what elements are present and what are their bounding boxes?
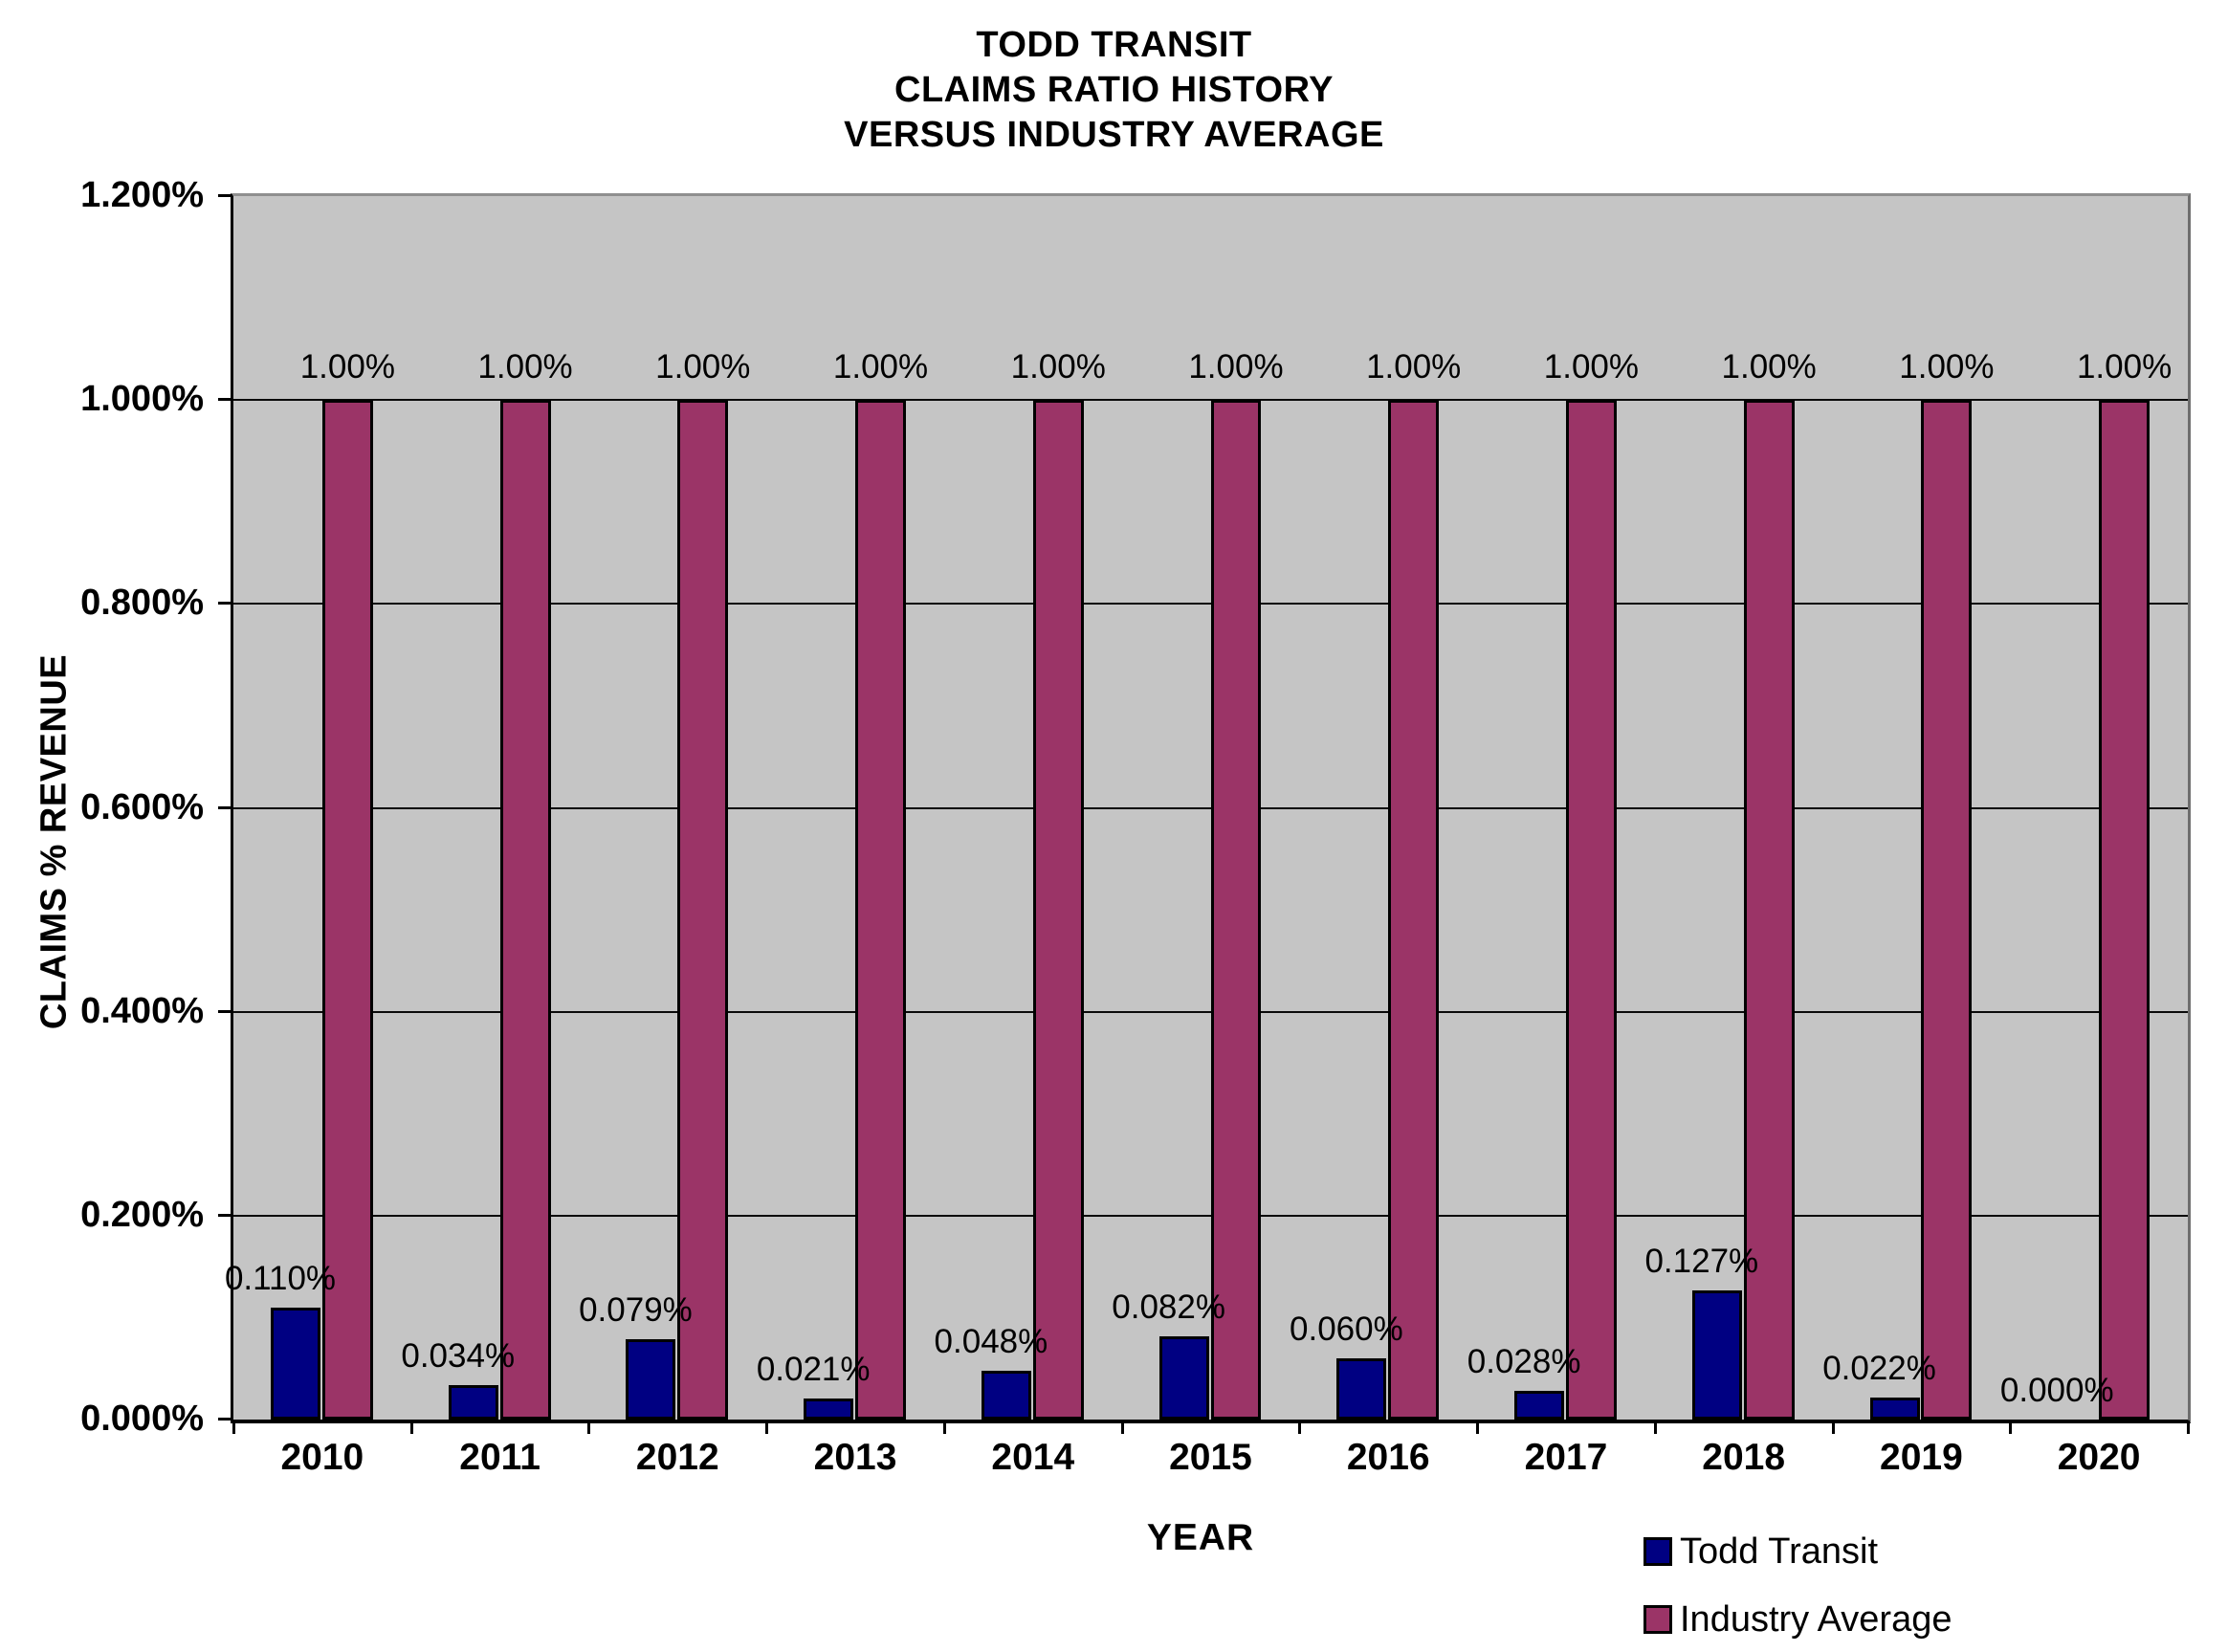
year-label: 2015 bbox=[1169, 1437, 1252, 1478]
y-axis-tick-label: 0.600% bbox=[80, 786, 204, 827]
y-axis-title: CLAIMS % REVENUE bbox=[33, 653, 75, 1030]
x-axis-tick bbox=[232, 1421, 235, 1434]
legend-swatch-todd-transit-icon bbox=[1643, 1537, 1672, 1566]
value-label-todd-transit: 0.082% bbox=[1112, 1288, 1225, 1326]
x-axis-tick bbox=[765, 1421, 769, 1434]
value-label-todd-transit: 0.021% bbox=[756, 1350, 871, 1388]
plot-area: 0.110% 1.00% 0.034% 1.00% 0.079% 1.00% 0.021% 1… bbox=[225, 193, 2191, 1423]
value-label-industry-average: 1.00% bbox=[1543, 348, 1640, 386]
bar-industry-average bbox=[2099, 400, 2151, 1420]
value-label-industry-average: 1.00% bbox=[1366, 348, 1462, 386]
x-axis-tick bbox=[1298, 1421, 1302, 1434]
y-axis-tick-label: 1.000% bbox=[80, 379, 204, 420]
y-axis-tick bbox=[218, 194, 232, 197]
value-label-industry-average: 1.00% bbox=[2076, 348, 2173, 386]
value-label-todd-transit: 0.060% bbox=[1290, 1311, 1403, 1349]
y-axis-tick bbox=[218, 1009, 232, 1013]
value-label-industry-average: 1.00% bbox=[299, 348, 395, 386]
y-axis-tick-label: 1.200% bbox=[80, 175, 204, 215]
x-axis-tick bbox=[1653, 1421, 1657, 1434]
y-axis-tick bbox=[218, 1418, 232, 1421]
x-axis-tick bbox=[409, 1421, 413, 1434]
y-axis-tick-label: 0.200% bbox=[80, 1194, 204, 1235]
x-axis-tick bbox=[587, 1421, 591, 1434]
year-label: 2018 bbox=[1702, 1437, 1786, 1478]
bar-todd-transit bbox=[626, 1338, 676, 1420]
value-label-todd-transit: 0.110% bbox=[224, 1259, 337, 1297]
bar-industry-average bbox=[677, 400, 729, 1420]
value-label-todd-transit: 0.000% bbox=[1999, 1372, 2114, 1409]
value-label-todd-transit: 0.079% bbox=[579, 1290, 693, 1329]
bar-todd-transit bbox=[1336, 1358, 1387, 1420]
value-label-todd-transit: 0.028% bbox=[1467, 1343, 1581, 1381]
chart-title-line-1: TODD TRANSIT bbox=[976, 25, 1252, 65]
bar-todd-transit bbox=[1869, 1397, 1920, 1420]
year-label: 2014 bbox=[991, 1437, 1075, 1478]
x-axis-tick bbox=[2009, 1421, 2013, 1434]
year-label: 2013 bbox=[813, 1437, 897, 1478]
year-label: 2010 bbox=[280, 1437, 364, 1478]
value-label-todd-transit: 0.022% bbox=[1822, 1349, 1936, 1387]
value-label-todd-transit: 0.034% bbox=[401, 1336, 516, 1375]
value-label-industry-average: 1.00% bbox=[1188, 348, 1284, 386]
bar-todd-transit bbox=[981, 1370, 1031, 1420]
x-axis-tick bbox=[942, 1421, 946, 1434]
legend-label-industry-average: Industry Average bbox=[1680, 1598, 1952, 1640]
bar-industry-average bbox=[1743, 400, 1795, 1420]
bar-industry-average bbox=[321, 400, 373, 1420]
bar-industry-average bbox=[1921, 400, 1973, 1420]
year-label: 2019 bbox=[1880, 1437, 1963, 1478]
y-axis-tick bbox=[218, 602, 232, 606]
x-axis-tick bbox=[1120, 1421, 1124, 1434]
legend-swatch-industry-average-icon bbox=[1643, 1605, 1672, 1634]
year-label: 2011 bbox=[459, 1437, 540, 1478]
legend-item-todd-transit: Todd Transit bbox=[1643, 1531, 1952, 1573]
x-axis-tick bbox=[2187, 1421, 2190, 1434]
value-label-industry-average: 1.00% bbox=[655, 348, 751, 386]
bar-industry-average bbox=[1032, 400, 1084, 1420]
year-label: 2017 bbox=[1524, 1437, 1608, 1478]
x-axis-tick bbox=[1476, 1421, 1480, 1434]
y-axis-tick bbox=[218, 805, 232, 809]
chart-title-line-2: CLAIMS RATIO HISTORY bbox=[894, 70, 1334, 110]
bar-industry-average bbox=[499, 400, 551, 1420]
bar-industry-average bbox=[1565, 400, 1617, 1420]
value-label-todd-transit: 0.048% bbox=[934, 1322, 1048, 1360]
bar-industry-average bbox=[1388, 400, 1440, 1420]
y-axis-tick-label: 0.000% bbox=[80, 1399, 204, 1439]
value-label-industry-average: 1.00% bbox=[1721, 348, 1817, 386]
chart-title: TODD TRANSIT CLAIMS RATIO HISTORY VERSUS… bbox=[0, 23, 2228, 158]
bar-todd-transit bbox=[448, 1384, 498, 1420]
chart-title-line-3: VERSUS INDUSTRY AVERAGE bbox=[844, 115, 1384, 155]
year-label: 2012 bbox=[635, 1437, 719, 1478]
y-axis-tick-label: 0.800% bbox=[80, 583, 204, 624]
y-axis-tick bbox=[218, 398, 232, 402]
y-axis-tick bbox=[218, 1213, 232, 1217]
bar-industry-average bbox=[1210, 400, 1262, 1420]
year-label: 2020 bbox=[2057, 1437, 2141, 1478]
gridline bbox=[233, 399, 2188, 402]
year-label: 2016 bbox=[1346, 1437, 1430, 1478]
value-label-industry-average: 1.00% bbox=[1010, 348, 1106, 386]
value-label-industry-average: 1.00% bbox=[1899, 348, 1995, 386]
y-axis-tick-label: 0.400% bbox=[80, 990, 204, 1031]
value-label-industry-average: 1.00% bbox=[832, 348, 929, 386]
bar-todd-transit bbox=[804, 1398, 854, 1420]
bar-todd-transit bbox=[1691, 1289, 1742, 1420]
value-label-todd-transit: 0.127% bbox=[1644, 1242, 1759, 1280]
value-label-industry-average: 1.00% bbox=[477, 348, 573, 386]
bar-todd-transit bbox=[271, 1307, 320, 1420]
bar-todd-transit bbox=[1514, 1391, 1565, 1420]
legend-item-industry-average: Industry Average bbox=[1643, 1598, 1952, 1641]
x-axis-title: YEAR bbox=[1146, 1517, 1255, 1558]
bar-industry-average bbox=[855, 400, 906, 1420]
legend-label-todd-transit: Todd Transit bbox=[1680, 1531, 1878, 1572]
legend: Todd Transit Industry Average bbox=[1643, 1531, 1952, 1652]
x-axis-tick bbox=[1831, 1421, 1835, 1434]
bar-todd-transit bbox=[1158, 1335, 1209, 1420]
